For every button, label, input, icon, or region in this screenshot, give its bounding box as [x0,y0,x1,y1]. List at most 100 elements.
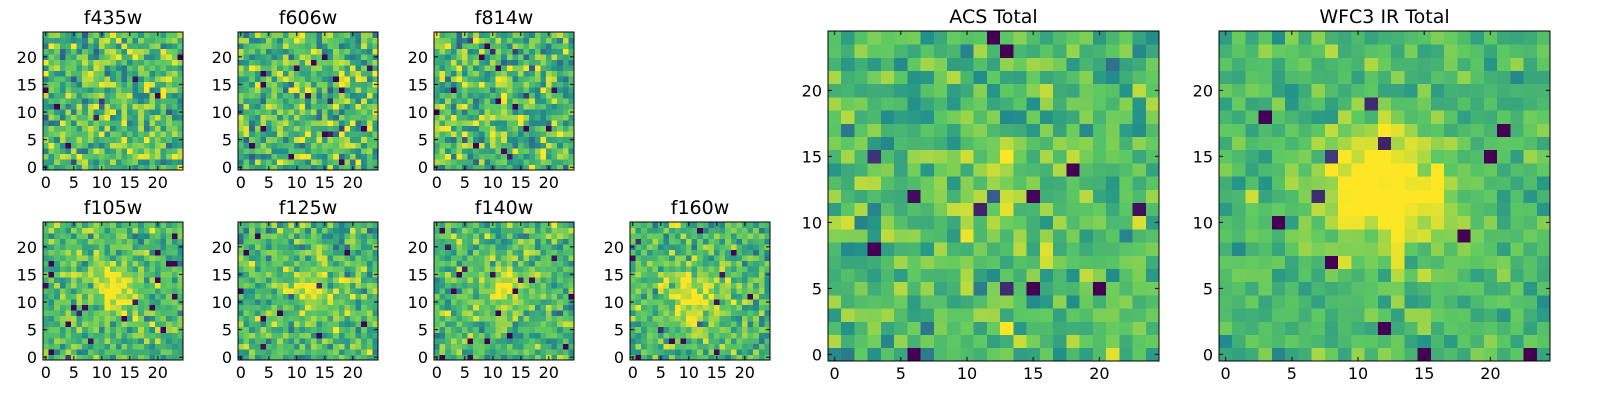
heatmap-cell [65,131,72,138]
heatmap-cell [243,109,250,116]
y-tick-label: 5 [27,321,37,340]
heatmap-cell [110,293,117,300]
heatmap-cell [730,354,737,361]
heatmap-cell [467,142,474,149]
heatmap-cell [132,227,139,234]
heatmap-cell [456,288,463,295]
heatmap-cell [299,125,306,132]
heatmap-cell [702,321,709,328]
heatmap-cell [518,282,524,289]
heatmap-cell [43,92,49,99]
heatmap-cell [260,32,267,38]
heatmap-cell [546,227,552,234]
heatmap-cell [149,244,156,250]
heatmap-cell [1132,202,1147,217]
heatmap-cell [361,277,368,284]
heatmap-cell [434,238,440,245]
heatmap-cell [366,315,373,322]
heatmap-cell [450,164,457,171]
heatmap-cell [143,348,150,355]
heatmap-cell [697,266,704,273]
heatmap-cell [266,114,272,121]
heatmap-cell [271,76,278,83]
heatmap-cell [48,249,55,256]
heatmap-cell [282,48,289,55]
heatmap-cell [986,268,1001,283]
heatmap-cell [562,120,569,127]
heatmap-cell [439,120,446,127]
heatmap-cell [132,37,139,44]
heatmap-cell [736,310,743,317]
x-tick-label: 5 [69,173,79,192]
heatmap-cell [473,109,480,116]
heatmap-cell [76,321,83,328]
heatmap-cell [350,255,356,261]
heatmap-cell [512,109,519,116]
heatmap-cell [104,125,111,132]
heatmap-cell [907,229,922,243]
heatmap-cell [1119,242,1133,256]
heatmap-cell [512,326,519,333]
heatmap-cells-f606w [238,32,379,171]
heatmap-cell [149,158,156,165]
heatmap-cell [658,277,664,284]
heatmap-cell [439,266,446,273]
heatmap-cell [316,310,323,317]
axes-frame-f105w [42,221,184,361]
heatmap-cell [702,304,709,311]
heatmap-cell [322,136,328,143]
heatmap-cell [305,348,312,355]
heatmap-cell [266,348,272,355]
heatmap-cell [372,304,379,311]
heatmap-cell [708,354,715,361]
heatmap-cell [439,249,446,256]
heatmap-cell [730,326,737,333]
heatmap-cell [557,76,564,83]
heatmap-cell [350,293,356,300]
heatmap-cell [1013,308,1027,322]
heatmap-cell [495,87,502,94]
heatmap-cell [299,332,306,339]
heatmap-cell [93,109,100,116]
heatmap-cell [1066,189,1080,203]
heatmap-cell [484,48,491,55]
heatmap-cell [680,310,687,317]
heatmap-cell [753,299,760,306]
heatmap-cell [355,255,362,261]
heatmap-cell [65,337,72,344]
heatmap-cell [138,304,145,311]
heatmap-cell [445,348,452,355]
heatmap-cell [238,321,244,328]
heatmap-cell [121,43,128,49]
y-tick-label: 15 [17,265,37,284]
heatmap-cell [305,131,312,138]
heatmap-cell [434,288,440,295]
heatmap-cell [155,227,161,234]
heatmap-cell [1092,176,1107,190]
heatmap-cell [127,147,133,154]
heatmap-cell [1079,229,1094,243]
heatmap-cell [177,222,184,228]
heatmap-cell [986,242,1001,256]
heatmap-cell [546,109,552,116]
heatmap-cell [445,54,452,60]
heatmap-cell [333,343,340,350]
heatmap-cell [764,249,771,256]
heatmap-cell [288,299,295,306]
heatmap-cell [350,125,356,132]
heatmap-cell [484,43,491,49]
heatmap-cell [450,244,457,250]
heatmap-cell [669,326,676,333]
heatmap-cell [121,87,128,94]
heatmap-cell [249,43,256,49]
heatmap-cell [490,65,496,71]
heatmap-cell [478,348,485,355]
heatmap-cell [445,48,452,55]
heatmap-cell [344,310,351,317]
heatmap-cell [143,103,150,110]
heatmap-cell [76,266,83,273]
heatmap-cell [249,337,256,344]
heatmap-cell [271,277,278,284]
heatmap-cell [76,238,83,245]
